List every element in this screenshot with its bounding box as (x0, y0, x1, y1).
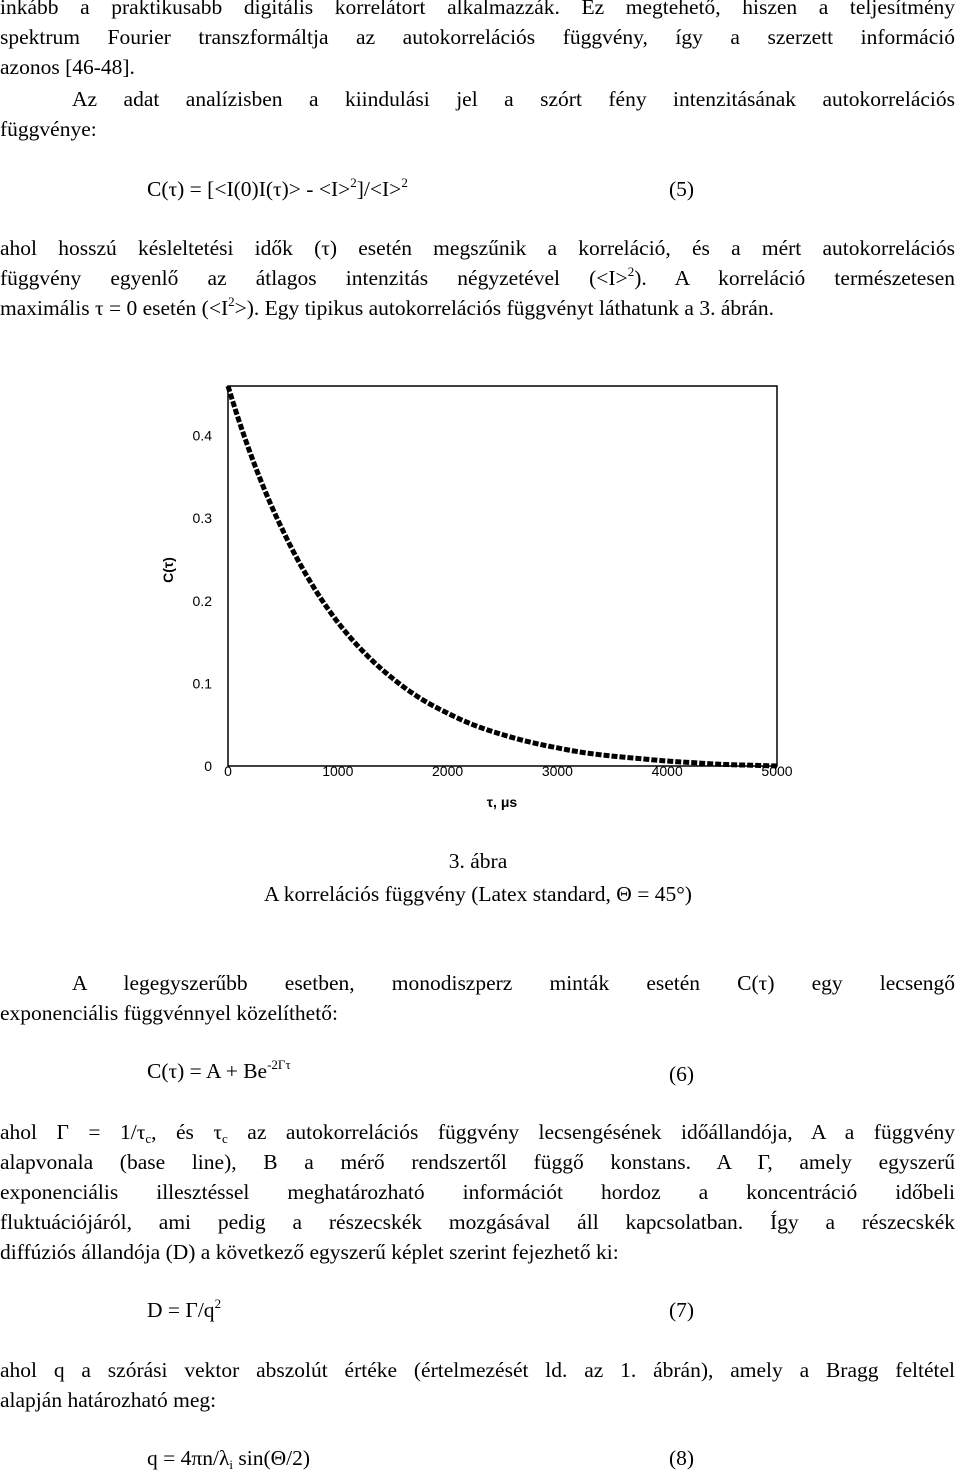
top-paragraph: inkább a praktikusabb digitális korrelát… (0, 0, 955, 82)
equation-text: C(τ) = [<I(0)I(τ)> - <I> (147, 177, 351, 201)
y-tick-label: 0.1 (193, 675, 213, 691)
subscript: c (222, 1131, 228, 1146)
x-tick-label: 4000 (652, 763, 683, 779)
superscript: -2Γτ (267, 1057, 291, 1072)
equation-8-number: (8) (669, 1446, 695, 1470)
equation-text: q = 4πn/λ (147, 1446, 230, 1470)
equation-5-number: (5) (669, 177, 695, 201)
monodisperse-paragraph: A legegyszerűbb esetben, monodiszperz mi… (0, 968, 955, 1028)
y-tick-label: 0.3 (193, 510, 213, 526)
equation-text: D = Γ/q (147, 1298, 215, 1322)
text-line: inkább a praktikusabb digitális korrelát… (0, 0, 955, 19)
equation-text: C(τ) = A + Be (147, 1059, 268, 1083)
x-tick-label: 5000 (761, 763, 792, 779)
text-segment: az autokorrelációs függvény lecsengéséne… (227, 1120, 955, 1144)
equation-text: ]/<I> (356, 177, 402, 201)
superscript: 2 (401, 175, 408, 190)
y-tick-label: 0.4 (193, 428, 213, 444)
text-segment: >). Egy tipikus autokorrelációs függvény… (234, 296, 774, 320)
figure-number: 3. ábra (448, 849, 508, 873)
y-tick-label: 0 (204, 758, 212, 774)
superscript: 2 (627, 264, 635, 279)
text-line: diffúziós állandója (D) a következő egys… (0, 1240, 619, 1264)
subscript: c (145, 1131, 152, 1146)
gamma-paragraph: ahol Γ = 1/τc, és τc az autokorrelációs … (0, 1117, 955, 1267)
text-line: alapvonala (base line), B a mérő rendsze… (0, 1150, 955, 1174)
text-line: alapján határozható meg: (0, 1388, 217, 1412)
subscript: i (229, 1457, 234, 1472)
text-segment: függvény egyenlő az átlagos intenzitás n… (0, 266, 628, 290)
equation-6: C(τ) = A + Be-2Γτ (147, 1056, 291, 1086)
equation-5: C(τ) = [<I(0)I(τ)> - <I>2]/<I>2 (147, 174, 408, 204)
text-line: exponenciális illesztéssel meghatározhat… (0, 1180, 955, 1204)
text-line: Az adat analízisben a kiindulási jel a s… (72, 87, 955, 111)
q-paragraph: ahol q a szórási vektor abszolút értéke … (0, 1355, 955, 1415)
text-line: ahol Γ = 1/τc, és τc az autokorrelációs … (0, 1117, 955, 1147)
y-tick-label: 0.2 (193, 593, 213, 609)
text-line: ahol q a szórási vektor abszolút értéke … (0, 1358, 955, 1382)
superscript: 2 (228, 294, 235, 309)
figure-caption: A korrelációs függvény (Latex standard, … (264, 882, 692, 906)
text-line: exponenciális függvénnyel közelíthető: (0, 1001, 338, 1025)
text-segment: ahol Γ = 1/τ (0, 1120, 146, 1144)
text-line: A legegyszerűbb esetben, monodiszperz mi… (72, 971, 955, 995)
text-line: ahol hosszú késleltetési idők (τ) esetén… (0, 236, 955, 260)
x-tick-label: 1000 (322, 763, 353, 779)
series-line (225, 385, 778, 769)
text-segment: ). A korreláció természetesen (634, 266, 955, 290)
equation-text: sin(Θ/2) (233, 1446, 311, 1470)
autocorrelation-chart: 0 0.1 0.2 0.3 0.4 0 1000 2000 3000 4000 5000 τ, μ… (160, 385, 793, 810)
paragraph-after-eq5: ahol hosszú késleltetési idők (τ) esetén… (0, 233, 955, 323)
text-segment: maximális τ = 0 esetén (<I (0, 296, 229, 320)
text-line: fluktuációjáról, ami pedig a részecskék … (0, 1210, 955, 1234)
equation-7: D = Γ/q2 (147, 1295, 221, 1325)
text-line: spektrum Fourier transzformáltja az auto… (0, 25, 955, 49)
equation-7-number: (7) (669, 1298, 695, 1322)
text-line: azonos [46-48]. (0, 55, 135, 79)
x-axis-ticks: 0 1000 2000 3000 4000 5000 (224, 763, 793, 779)
x-tick-label: 2000 (432, 763, 463, 779)
y-axis-label: C(τ) (160, 557, 176, 583)
x-tick-label: 0 (224, 763, 232, 779)
y-axis-ticks: 0 0.1 0.2 0.3 0.4 (193, 428, 213, 774)
text-segment: , és τ (151, 1120, 223, 1144)
equation-6-number: (6) (669, 1062, 695, 1086)
superscript: 2 (350, 175, 357, 190)
text-line: maximális τ = 0 esetén (<I2>). Egy tipik… (0, 293, 955, 323)
text-line: függvény egyenlő az átlagos intenzitás n… (0, 263, 955, 293)
plot-frame (227, 385, 778, 767)
equation-8: q = 4πn/λi sin(Θ/2) (147, 1443, 310, 1473)
text-line: függvénye: (0, 117, 97, 141)
intro-paragraph: Az adat analízisben a kiindulási jel a s… (0, 84, 955, 144)
superscript: 2 (214, 1296, 222, 1311)
x-axis-label: τ, μs (487, 794, 518, 810)
x-tick-label: 3000 (542, 763, 573, 779)
